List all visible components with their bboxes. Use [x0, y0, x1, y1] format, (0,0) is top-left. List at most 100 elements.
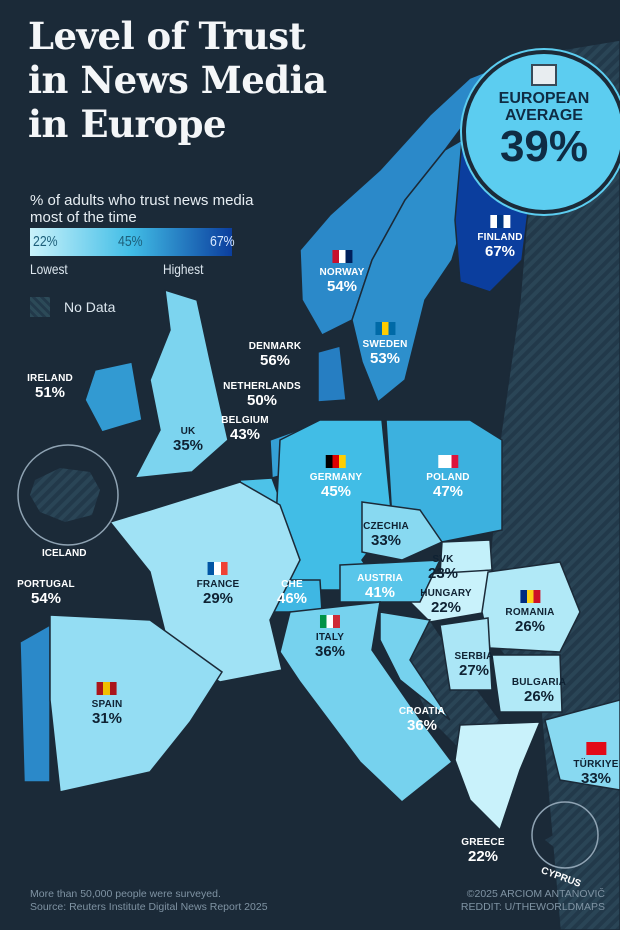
country-name: DENMARK	[248, 341, 302, 352]
country-uk	[133, 288, 229, 479]
country-denmark	[317, 345, 347, 403]
country-value: 26%	[523, 688, 555, 705]
country-value: 22%	[430, 599, 462, 616]
source-note: Source: Reuters Institute Digital News R…	[30, 901, 268, 913]
cyprus-inset	[531, 801, 599, 869]
page-title: Level of Trust in News Media in Europe	[28, 14, 327, 146]
subtitle: % of adults who trust news media most of…	[30, 192, 254, 226]
country-value: 56%	[259, 352, 291, 369]
country-name: ITALY	[315, 632, 345, 643]
country-value: 36%	[406, 717, 438, 734]
country-value: 26%	[514, 618, 546, 635]
country-label: POLAND 47%	[426, 455, 470, 500]
title-line: in Europe	[28, 102, 227, 146]
country-label: PORTUGAL 54%	[17, 578, 75, 606]
country-label: CZECHIA 33%	[363, 520, 409, 548]
flag-icon	[585, 742, 606, 755]
country-name: ROMANIA	[505, 607, 555, 618]
country-label: ITALY 36%	[315, 615, 345, 659]
country-greece	[454, 721, 542, 832]
country-name: GERMANY	[309, 472, 363, 483]
flag-icon	[437, 455, 458, 468]
average-label-line: EUROPEAN	[498, 90, 590, 107]
country-spain	[49, 614, 224, 793]
survey-note: More than 50,000 people were surveyed.	[30, 888, 221, 900]
average-label-line: AVERAGE	[505, 107, 583, 124]
reddit-credit: REDDIT: U/THEWORLDMAPS	[460, 901, 605, 913]
country-value: 33%	[580, 770, 612, 787]
country-label: FINLAND 67%	[477, 215, 522, 259]
country-name: SVK	[432, 554, 454, 565]
footer-source: More than 50,000 people were surveyed. S…	[30, 888, 268, 914]
country-value: 54%	[30, 590, 62, 607]
country-label: BELGIUM 43%	[221, 414, 269, 442]
country-name: BELGIUM	[221, 415, 269, 426]
country-value: 47%	[432, 483, 464, 500]
country-value: 53%	[369, 350, 401, 367]
country-label: GREECE 22%	[461, 836, 504, 864]
legend-mid-value: 45%	[118, 233, 143, 250]
title-line: Level of Trust	[28, 14, 306, 58]
country-value: 41%	[364, 584, 396, 601]
legend-high-value: 67%	[209, 233, 235, 250]
country-türkiye	[544, 699, 620, 791]
no-data-label: No Data	[64, 299, 116, 315]
iceland-label: ICELAND	[42, 548, 87, 559]
legend-ends: Lowest Highest	[30, 261, 234, 277]
country-sweden	[351, 138, 471, 404]
country-label: FRANCE 29%	[197, 562, 240, 606]
legend-high-label: Highest	[163, 261, 204, 277]
country-label: IRELAND 51%	[27, 372, 73, 400]
country-name: SPAIN	[91, 699, 123, 710]
country-label: ROMANIA 26%	[505, 590, 554, 634]
country-label: SERBIA 27%	[455, 650, 494, 678]
country-value: 43%	[229, 426, 261, 443]
country-value: 23%	[427, 565, 459, 582]
country-name: FRANCE	[196, 579, 240, 590]
country-name: IRELAND	[27, 373, 73, 384]
country-name: CHE	[281, 579, 303, 590]
country-name: AUSTRIA	[357, 573, 403, 584]
country-name: FINLAND	[477, 232, 523, 243]
country-bulgaria	[491, 654, 563, 713]
country-label: BULGARIA 26%	[512, 676, 566, 704]
country-label: CHE 46%	[277, 578, 307, 606]
average-label: EUROPEAN AVERAGE	[466, 90, 620, 124]
country-name: BULGARIA	[511, 677, 567, 688]
country-name: HUNGARY	[420, 588, 472, 599]
flag-icon	[96, 682, 117, 695]
flag-icon	[331, 250, 352, 263]
country-austria	[339, 559, 442, 603]
country-name: UK	[180, 426, 196, 437]
country-name: CZECHIA	[363, 521, 409, 532]
country-value: 35%	[172, 437, 204, 454]
legend-low-label: Lowest	[30, 261, 68, 277]
flag-icon	[375, 322, 395, 335]
no-data-legend: No Data	[30, 297, 115, 317]
country-value: 36%	[314, 643, 346, 660]
country-france	[108, 481, 301, 683]
hatch-swatch-icon	[30, 297, 50, 317]
country-serbia	[439, 617, 493, 691]
country-value: 33%	[370, 532, 402, 549]
country-label: CROATIA 36%	[399, 705, 445, 733]
title-line: in News Media	[28, 58, 327, 102]
country-ireland	[84, 361, 143, 433]
country-label: TÜRKIYE 33%	[573, 742, 618, 786]
country-name: PORTUGAL	[17, 579, 75, 590]
newspaper-icon	[531, 64, 557, 86]
flag-icon	[320, 615, 340, 628]
country-name: GREECE	[461, 837, 505, 848]
country-value: 46%	[276, 590, 308, 607]
country-name: NETHERLANDS	[223, 381, 301, 392]
country-name: NORWAY	[319, 267, 365, 278]
country-portugal	[19, 623, 51, 783]
country-label: NETHERLANDS 50%	[223, 380, 301, 408]
country-name: CROATIA	[398, 706, 446, 717]
country-label: SPAIN 31%	[92, 682, 123, 726]
country-label: UK 35%	[173, 425, 203, 453]
color-scale-legend: 22% 45% 67%	[30, 228, 235, 256]
country-value: 27%	[458, 662, 490, 679]
country-czechia	[361, 501, 444, 561]
country-name: SERBIA	[454, 651, 494, 662]
